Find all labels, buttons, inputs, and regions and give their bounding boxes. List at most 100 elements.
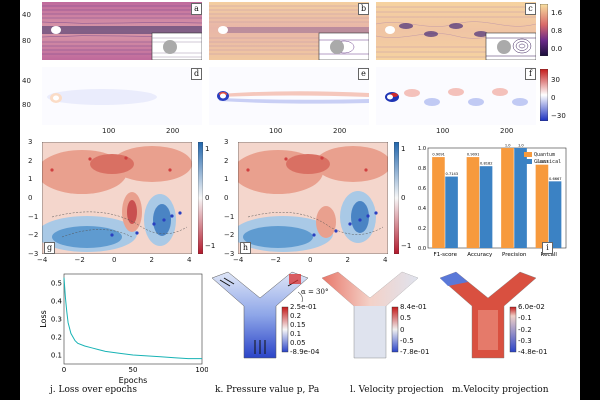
m-cb-tick: -0.1	[518, 314, 532, 323]
bar	[535, 164, 549, 248]
flow-y-tick: 80	[22, 37, 31, 45]
flow-x-tick: 100	[269, 127, 283, 135]
velocity-figure-l	[321, 271, 419, 359]
loss-line	[63, 277, 202, 360]
panel-letter-a: a	[191, 3, 202, 15]
bar-value-label: 0.6667	[549, 177, 562, 181]
contour-cb-tick: 1	[205, 145, 210, 153]
contour-y-tick: −2	[28, 231, 39, 240]
contour-y-tick: 2	[28, 156, 33, 165]
contour-x-tick: −4	[233, 256, 244, 264]
contour-x-tick: 4	[383, 256, 388, 264]
legend-label: Quantum	[534, 152, 555, 158]
contour-y-tick: −1	[28, 212, 39, 221]
bar	[501, 148, 514, 248]
flow-x-tick: 200	[166, 127, 180, 135]
bar	[466, 157, 480, 248]
panel-letter-b: b	[358, 3, 369, 15]
loss-x-tick: 50	[129, 366, 138, 374]
pressure-figure-k	[211, 271, 309, 359]
velocity-cb-tick: 0.8	[551, 27, 563, 35]
contour-y-tick: 1	[28, 175, 33, 184]
panel-letter-f: f	[525, 68, 536, 80]
panel-letter-g: g	[44, 242, 55, 254]
loss-y-tick: 0.4	[51, 298, 63, 306]
contour-cb-tick: 0	[205, 194, 210, 202]
streamline-panel-c	[376, 2, 536, 60]
m-cb-tick: -4.8e-01	[518, 348, 548, 356]
m-cb-tick: -0.2	[518, 325, 532, 334]
streamline-panel-b	[209, 2, 369, 60]
contour-cb-tick: −1	[205, 242, 216, 250]
panel-letter-e: e	[358, 68, 369, 80]
streamline-panel-a	[42, 2, 202, 60]
contour-x-tick: −4	[37, 256, 48, 264]
bar-category-label: Precision	[502, 252, 527, 258]
l-cb-tick: 8.4e-01	[400, 303, 427, 311]
bar	[432, 157, 445, 248]
panel-letter-d: d	[191, 68, 202, 80]
m-cb-tick: 6.0e-02	[518, 303, 545, 311]
contour-y-tick: 2	[224, 156, 229, 165]
figure-canvas: 4 0 80 a	[20, 0, 580, 400]
contour-y-tick: −3	[28, 250, 39, 258]
bar-y-tick: 0.0	[418, 246, 426, 252]
vorticity-colorbar	[540, 69, 548, 121]
vorticity-panel-e	[209, 67, 369, 125]
flow-y-tick: 80	[22, 101, 31, 109]
velocity-cb-tick: 0.0	[551, 45, 563, 53]
panel-letter-h: h	[240, 242, 251, 254]
bar-value-label: 0.9091	[467, 153, 480, 157]
panel-letter-i: i	[542, 242, 553, 254]
loss-x-label: Epochs	[119, 376, 148, 385]
contour-x-tick: 2	[345, 256, 350, 264]
k-cb-tick: 0.05	[290, 339, 306, 347]
flow-x-tick: 200	[333, 127, 347, 135]
bar-value-label: 0.8333	[536, 160, 549, 164]
loss-y-label: Loss	[39, 310, 48, 328]
caption-k: k. Pressure value p, Pa	[215, 385, 320, 395]
contour-y-tick: −3	[224, 250, 235, 258]
velocity-figure-m	[439, 271, 537, 359]
velocity-colorbar	[540, 4, 548, 56]
bar-value-label: 1.0	[518, 144, 524, 148]
legend-swatch	[524, 159, 532, 164]
contour-colorbar-h	[394, 142, 399, 254]
vorticity-cb-tick: 30	[551, 76, 560, 84]
bar-category-label: Recall	[541, 252, 558, 258]
bar-value-label: 0.8182	[480, 162, 493, 166]
caption-l: l. Velocity projection	[350, 385, 444, 395]
contour-x-tick: 0	[112, 256, 117, 264]
loss-x-tick: 0	[62, 366, 66, 374]
loss-plot-area	[63, 273, 203, 365]
l-cb-tick: 0.5	[400, 314, 412, 323]
contour-y-tick: 1	[224, 175, 229, 184]
contour-x-tick: 4	[187, 256, 192, 264]
l-cb-tick: -0.5	[400, 336, 414, 345]
loss-chart-panel-j: 0.5 0.4 0.3 0.2 0.10 50 100 Epochs Loss	[39, 273, 208, 385]
bar-y-tick: 0.8	[418, 166, 426, 172]
loss-y-tick: 0.3	[51, 316, 62, 324]
contour-cb-tick: −1	[401, 242, 412, 250]
caption-j: j. Loss over epochs	[50, 385, 137, 395]
contour-panel-h	[238, 142, 388, 254]
legend-label: Classical	[534, 159, 561, 165]
contour-x-tick: −2	[74, 256, 85, 264]
vorticity-panel-f	[376, 67, 536, 125]
angle-label: α = 30°	[301, 288, 329, 296]
bar	[479, 166, 493, 248]
contour-colorbar-g	[198, 142, 203, 254]
contour-y-tick: 3	[224, 138, 229, 146]
bar-value-label: 0.7143	[446, 172, 459, 176]
contour-y-tick: −1	[224, 212, 235, 221]
l-cb-tick: -7.8e-01	[400, 348, 430, 356]
k-cb-tick: -8.9e-04	[290, 348, 320, 356]
panel-letter-c: c	[525, 3, 536, 15]
vorticity-panel-d	[42, 67, 202, 125]
bar-value-label: 0.9091	[432, 153, 445, 157]
contour-x-tick: −2	[270, 256, 281, 264]
flow-x-tick: 100	[102, 127, 116, 135]
bar-category-label: F1-score	[434, 252, 458, 258]
flow-x-tick: 200	[500, 127, 514, 135]
flow-x-tick: 100	[436, 127, 450, 135]
